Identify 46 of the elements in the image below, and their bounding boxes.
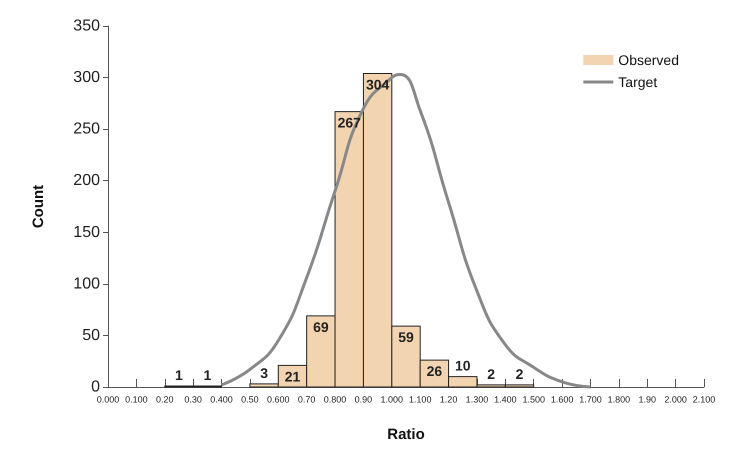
y-tick-label: 50	[82, 326, 100, 344]
x-tick-label: 0.70	[298, 394, 316, 404]
data-label: 21	[284, 368, 300, 384]
data-label: 2	[487, 366, 496, 382]
y-tick-label: 300	[73, 69, 100, 86]
x-axis-title: Ratio	[387, 426, 425, 443]
x-tick-label: 2.000	[664, 394, 687, 404]
x-tick-label: 0.000	[96, 394, 120, 404]
data-label: 69	[313, 318, 329, 335]
data-label: 304	[366, 76, 390, 92]
x-tick-label: 1.400	[494, 394, 517, 404]
data-label: 267	[338, 114, 362, 131]
x-tick-label: 1.300	[466, 394, 488, 404]
x-tick-label: 0.100	[125, 394, 148, 404]
y-tick-label: 200	[73, 172, 100, 190]
data-label: 26	[426, 363, 442, 380]
x-tick-label: 1.000	[380, 394, 404, 404]
legend-label: Target	[618, 74, 658, 90]
x-tick-label: 1.700	[579, 394, 602, 404]
x-tick-label: 0.50	[241, 394, 259, 404]
data-label: 3	[260, 364, 268, 381]
y-tick-label: 100	[73, 275, 100, 292]
data-label: 1	[175, 366, 184, 383]
x-tick-label: 2.100	[692, 394, 716, 404]
x-tick-label: 0.600	[267, 394, 290, 404]
x-tick-label: 1.20	[440, 394, 458, 404]
legend-label: Observed	[618, 52, 680, 68]
x-tick-label: 1.100	[408, 394, 432, 404]
x-tick-label: 1.500	[522, 394, 545, 404]
y-axis-title: Count	[30, 184, 47, 228]
x-tick-label: 0.20	[156, 394, 174, 404]
x-tick-label: 0.800	[324, 394, 346, 404]
x-tick-label: 1.600	[550, 394, 574, 404]
y-tick-label: 0	[91, 378, 100, 396]
data-label: 1	[203, 366, 212, 383]
x-tick-label: 1.800	[608, 394, 630, 404]
y-tick-label: 350	[73, 18, 100, 34]
x-tick-label: 0.30	[184, 394, 202, 404]
y-tick-label: 250	[73, 120, 100, 138]
data-label: 59	[398, 329, 414, 346]
x-tick-label: 0.400	[210, 394, 233, 404]
data-label: 2	[516, 366, 524, 382]
x-tick-label: 0.90	[354, 394, 372, 404]
y-tick-label: 150	[73, 224, 100, 241]
data-label: 10	[454, 358, 471, 374]
x-tick-label: 1.90	[638, 394, 656, 404]
